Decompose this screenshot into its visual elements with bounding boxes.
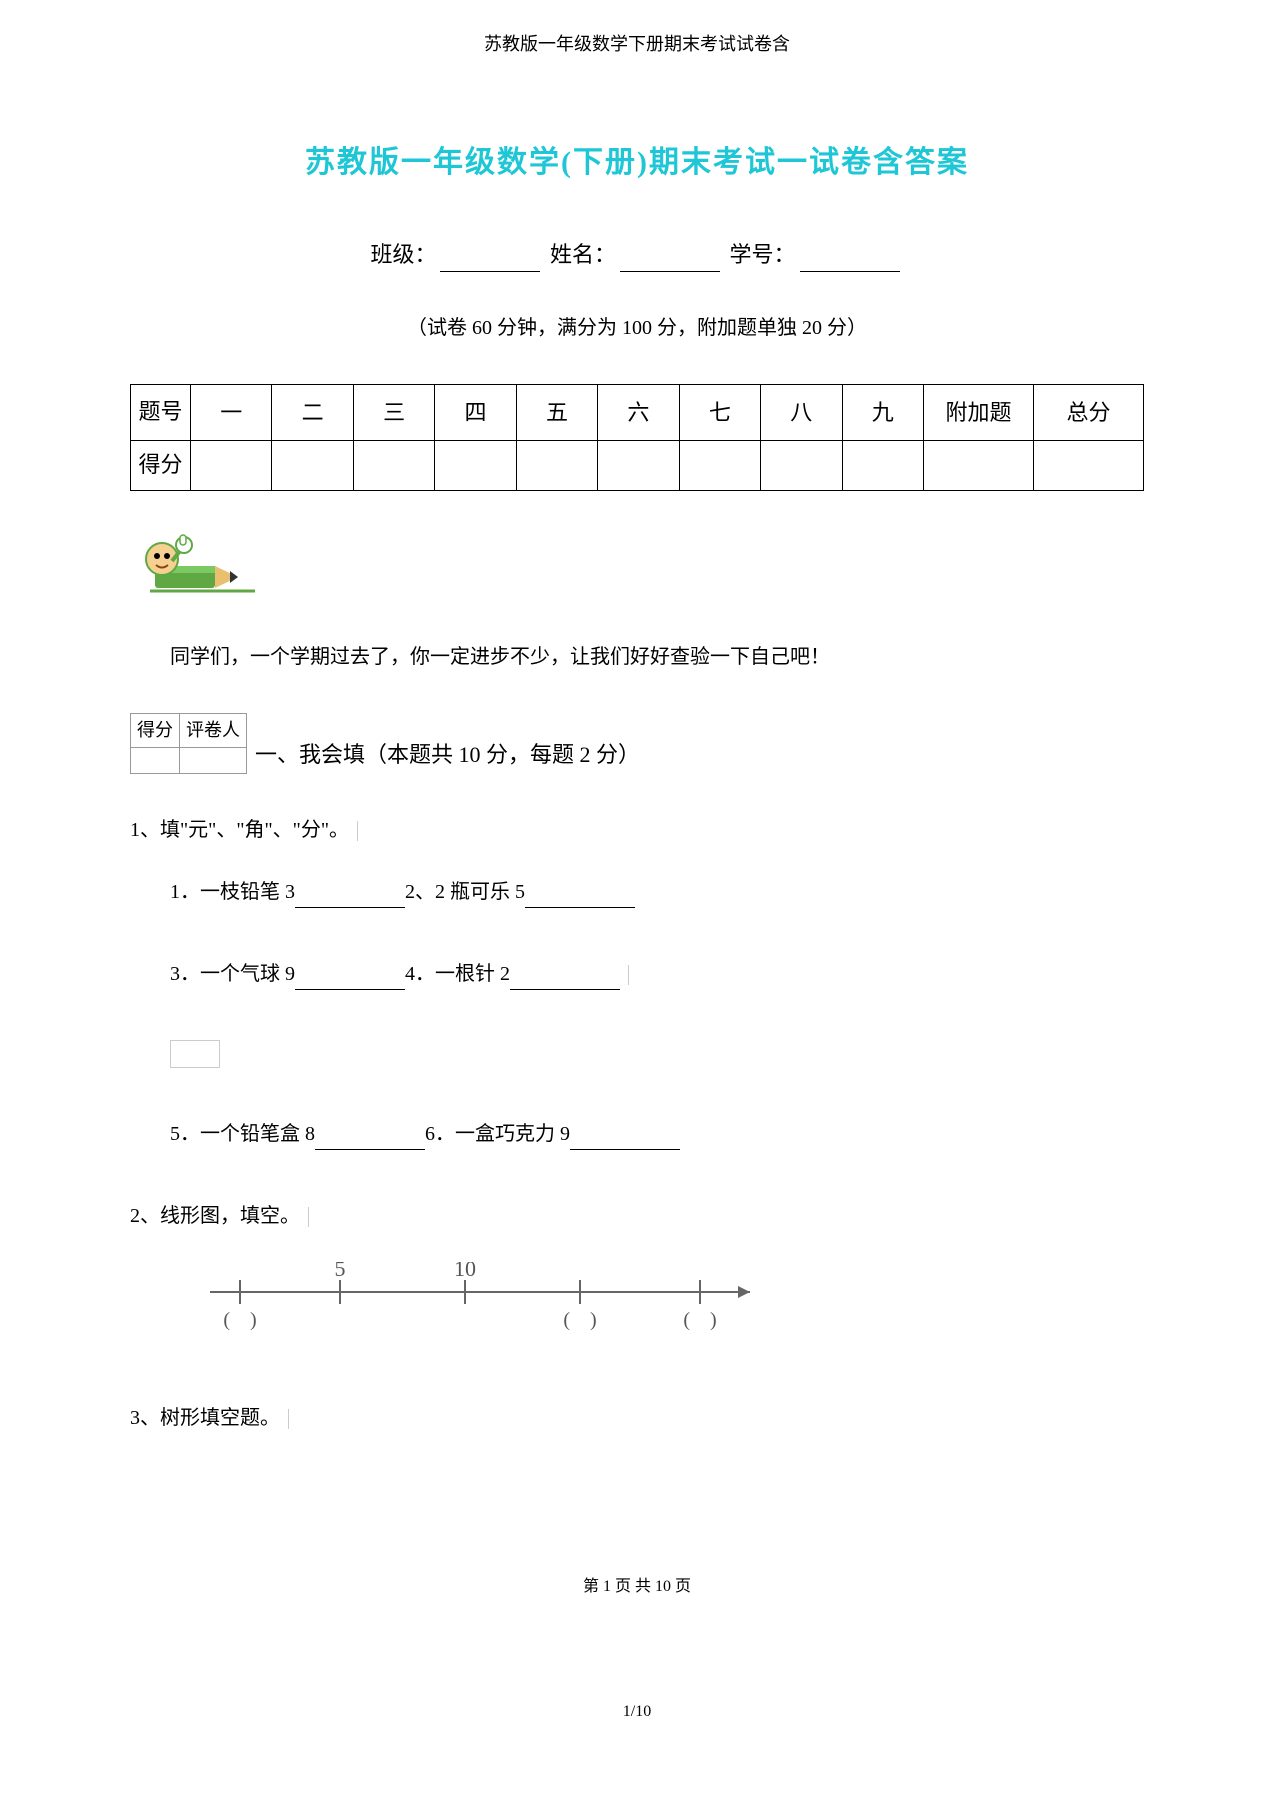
table-row: 得分 <box>131 441 1144 491</box>
exam-title: 苏教版一年级数学(下册)期末考试一试卷含答案 <box>130 139 1144 187</box>
id-blank[interactable] <box>800 271 900 272</box>
col-header: 总分 <box>1034 384 1144 440</box>
row-label: 得分 <box>131 441 191 491</box>
document-page-number: 1/10 <box>130 1699 1144 1725</box>
blank-paren[interactable]: ( ) <box>223 1309 256 1331</box>
blank-paren[interactable]: ( ) <box>683 1309 716 1331</box>
separator-icon <box>357 821 358 841</box>
sub-question: 5．一个铅笔盒 8 6．一盒巧克力 9 <box>170 1118 1144 1150</box>
class-blank[interactable] <box>440 271 540 272</box>
mini-header: 得分 <box>131 713 180 747</box>
col-header: 一 <box>191 384 272 440</box>
blank-paren[interactable]: ( ) <box>563 1309 596 1331</box>
question-prompt: 3、树形填空题。 <box>130 1407 280 1429</box>
score-cell[interactable] <box>679 441 760 491</box>
id-label: 学号： <box>730 242 796 267</box>
item-label: 3．一个气球 9 <box>170 963 295 985</box>
item-label: 1．一枝铅笔 3 <box>170 881 295 903</box>
score-table: 题号 一 二 三 四 五 六 七 八 九 附加题 总分 得分 <box>130 384 1144 491</box>
row-label: 题号 <box>131 384 191 440</box>
score-cell[interactable] <box>516 441 597 491</box>
col-header: 九 <box>842 384 924 440</box>
name-label: 姓名： <box>550 242 616 267</box>
score-cell[interactable] <box>1034 441 1144 491</box>
mini-cell[interactable] <box>131 747 180 773</box>
student-info-line: 班级： 姓名： 学号： <box>130 237 1144 272</box>
empty-box <box>170 1040 220 1068</box>
question-prompt: 2、线形图，填空。 <box>130 1205 300 1227</box>
answer-blank[interactable] <box>510 989 620 990</box>
pencil-cartoon-icon <box>130 521 1144 611</box>
tick-label: 10 <box>454 1262 476 1281</box>
col-header: 七 <box>679 384 760 440</box>
separator-icon <box>308 1207 309 1227</box>
number-line-diagram: 5 10 ( ) ( ) ( ) <box>190 1262 1144 1352</box>
score-mini-table: 得分 评卷人 <box>130 713 247 774</box>
score-cell[interactable] <box>761 441 842 491</box>
answer-blank[interactable] <box>295 989 405 990</box>
answer-blank[interactable] <box>315 1149 425 1150</box>
answer-blank[interactable] <box>570 1149 680 1150</box>
mini-cell[interactable] <box>180 747 247 773</box>
answer-blank[interactable] <box>295 907 405 908</box>
item-label: 2、2 瓶可乐 5 <box>405 881 525 903</box>
table-row: 题号 一 二 三 四 五 六 七 八 九 附加题 总分 <box>131 384 1144 440</box>
sub-question: 1．一枝铅笔 3 2、2 瓶可乐 5 <box>170 876 1144 908</box>
col-header: 五 <box>516 384 597 440</box>
question-prompt: 1、填"元"、"角"、"分"。 <box>130 819 349 841</box>
exam-note: （试卷 60 分钟，满分为 100 分，附加题单独 20 分） <box>130 312 1144 344</box>
col-header: 四 <box>435 384 516 440</box>
section-header: 得分 评卷人 一、我会填（本题共 10 分，每题 2 分） <box>130 713 1144 774</box>
col-header: 二 <box>272 384 353 440</box>
col-header: 三 <box>353 384 434 440</box>
separator-icon <box>628 965 629 985</box>
score-cell[interactable] <box>924 441 1034 491</box>
score-cell[interactable] <box>353 441 434 491</box>
item-label: 5．一个铅笔盒 8 <box>170 1123 315 1145</box>
name-blank[interactable] <box>620 271 720 272</box>
greeting-text: 同学们，一个学期过去了，你一定进步不少，让我们好好查验一下自己吧！ <box>170 641 1144 673</box>
class-label: 班级： <box>370 242 436 267</box>
document-header: 苏教版一年级数学下册期末考试试卷含 <box>130 30 1144 59</box>
tick-label: 5 <box>335 1262 346 1281</box>
item-label: 4．一根针 2 <box>405 963 510 985</box>
page-footer: 第 1 页 共 10 页 <box>130 1574 1144 1600</box>
question-3: 3、树形填空题。 <box>130 1402 1144 1434</box>
score-cell[interactable] <box>842 441 924 491</box>
question-2: 2、线形图，填空。 <box>130 1200 1144 1232</box>
section-title: 一、我会填（本题共 10 分，每题 2 分） <box>255 737 640 772</box>
col-header: 八 <box>761 384 842 440</box>
mini-header: 评卷人 <box>180 713 247 747</box>
item-label: 6．一盒巧克力 9 <box>425 1123 570 1145</box>
question-1: 1、填"元"、"角"、"分"。 <box>130 814 1144 846</box>
score-cell[interactable] <box>598 441 679 491</box>
score-cell[interactable] <box>191 441 272 491</box>
col-header: 附加题 <box>924 384 1034 440</box>
answer-blank[interactable] <box>525 907 635 908</box>
score-cell[interactable] <box>272 441 353 491</box>
score-cell[interactable] <box>435 441 516 491</box>
col-header: 六 <box>598 384 679 440</box>
sub-question: 3．一个气球 9 4．一根针 2 <box>170 958 1144 990</box>
separator-icon <box>288 1409 289 1429</box>
